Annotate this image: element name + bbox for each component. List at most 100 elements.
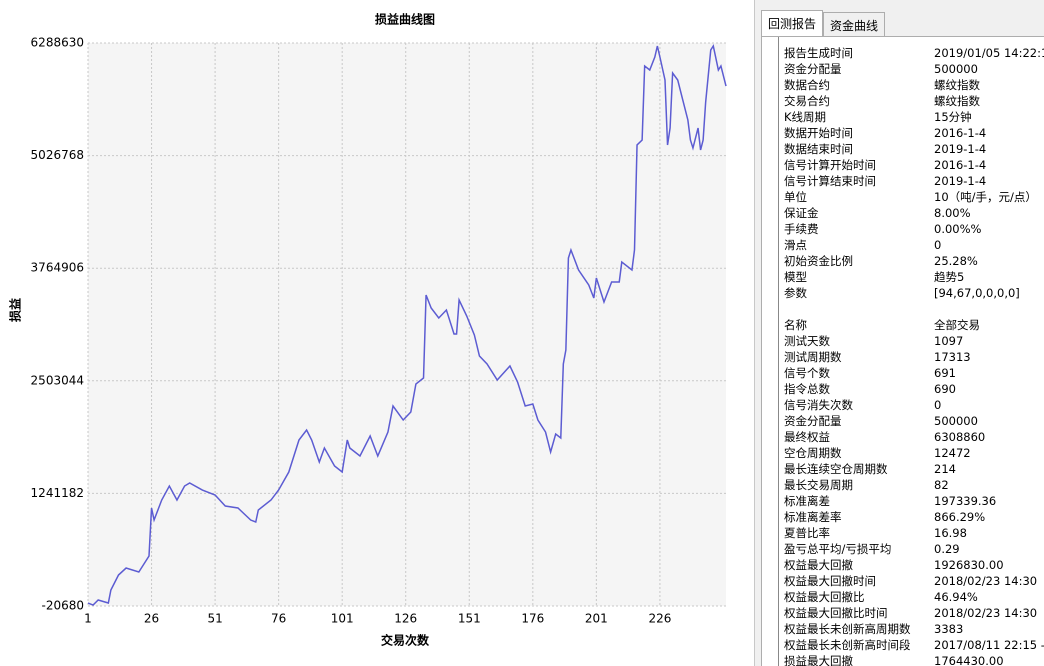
report-value: 690 — [934, 382, 956, 396]
y-tick-label: 6288630 — [31, 36, 84, 50]
report-panel: 回测报告 资金曲线 报告生成时间 2019/01/05 14:22:16 资金分配量… — [754, 0, 1044, 666]
report-key: 信号计算开始时间 — [784, 158, 876, 172]
report-row: 标准离差 197339.36 — [762, 493, 1044, 509]
report-row: 交易合约 螺纹指数 — [762, 93, 1044, 109]
y-tick-label: 1241182 — [31, 486, 84, 500]
plot-area — [88, 43, 726, 606]
report-row: 保证金 8.00% — [762, 205, 1044, 221]
report-value: 螺纹指数 — [934, 94, 980, 108]
report-row: 损益最大回撤 1764430.00 — [762, 653, 1044, 666]
report-key: 数据开始时间 — [784, 126, 853, 140]
report-key: K线周期 — [784, 110, 827, 124]
report-row: 报告生成时间 2019/01/05 14:22:16 — [762, 45, 1044, 61]
chart: 损益曲线图 交易次数 损益 -20680 1241182 2503044 376490… — [8, 12, 727, 648]
report-key: 信号个数 — [784, 366, 830, 380]
report-value: 46.94% — [934, 590, 978, 604]
report-key: 参数 — [784, 286, 807, 300]
x-tick-label: 1 — [84, 612, 92, 626]
chart-title: 损益曲线图 — [375, 12, 435, 27]
report-key: 权益最大回撤比 — [784, 590, 865, 604]
report-value: 1097 — [934, 334, 964, 348]
report-key: 资金分配量 — [784, 414, 842, 428]
report-row: 权益最大回撤比 46.94% — [762, 589, 1044, 605]
report-row: 测试天数 1097 — [762, 333, 1044, 349]
report-value: 2019-1-4 — [934, 174, 987, 188]
report-row: 信号消失次数 0 — [762, 397, 1044, 413]
report-value: 2017/08/11 22:15 - — [934, 638, 1044, 652]
report-key: 信号消失次数 — [784, 398, 853, 412]
report-value: 197339.36 — [934, 494, 997, 508]
report-value: 2016-1-4 — [934, 158, 987, 172]
report-key: 滑点 — [784, 238, 807, 252]
report-row: 标准离差率 866.29% — [762, 509, 1044, 525]
report-row: 权益最大回撤比时间 2018/02/23 14:30 — [762, 605, 1044, 621]
report-key: 信号计算结束时间 — [784, 174, 876, 188]
report-value: 2019-1-4 — [934, 142, 987, 156]
report-row: 最终权益 6308860 — [762, 429, 1044, 445]
x-tick-label: 26 — [144, 612, 159, 626]
report-row: 名称 全部交易 — [762, 317, 1044, 333]
report-value: 500000 — [934, 414, 978, 428]
report-value: 3383 — [934, 622, 964, 636]
report-row: 权益最长未创新高周期数 3383 — [762, 621, 1044, 637]
y-tick-label: -20680 — [41, 599, 84, 613]
tab[interactable]: 资金曲线 — [823, 12, 886, 36]
report-value: 17313 — [934, 350, 971, 364]
y-tick-label: 2503044 — [31, 373, 84, 387]
report-key: 权益最长未创新高周期数 — [784, 622, 911, 636]
report-key: 最长连续空仓周期数 — [784, 462, 888, 476]
report-row: 数据开始时间 2016-1-4 — [762, 125, 1044, 141]
report-key: 最长交易周期 — [784, 478, 853, 492]
report-row: 最长连续空仓周期数 214 — [762, 461, 1044, 477]
report-value: 25.28% — [934, 254, 978, 268]
report-value: 0.00%% — [934, 222, 982, 236]
report-row: 参数 [94,67,0,0,0,0] — [762, 285, 1044, 301]
report-value: [94,67,0,0,0,0] — [934, 286, 1020, 300]
report-value: 8.00% — [934, 206, 971, 220]
report-row: 初始资金比例 25.28% — [762, 253, 1044, 269]
report-value: 691 — [934, 366, 956, 380]
report-row: 资金分配量 500000 — [762, 413, 1044, 429]
report-value: 866.29% — [934, 510, 986, 524]
report-key: 模型 — [784, 270, 807, 284]
report-row: 信号计算开始时间 2016-1-4 — [762, 157, 1044, 173]
report-row: 最长交易周期 82 — [762, 477, 1044, 493]
report-table: 报告生成时间 2019/01/05 14:22:16 资金分配量 500000 数据合约… — [761, 36, 1044, 666]
report-key: 标准离差率 — [784, 510, 842, 524]
report-value: 10（吨/手，元/点） — [934, 190, 1037, 204]
report-row: K线周期 15分钟 — [762, 109, 1044, 125]
report-key: 交易合约 — [784, 94, 830, 108]
report-key: 指令总数 — [784, 382, 830, 396]
x-axis-label: 交易次数 — [381, 633, 430, 648]
report-key: 数据结束时间 — [784, 142, 853, 156]
report-key: 盈亏总平均/亏损平均 — [784, 542, 892, 556]
report-row: 数据合约 螺纹指数 — [762, 77, 1044, 93]
tab[interactable]: 回测报告 — [761, 10, 824, 36]
report-value: 12472 — [934, 446, 971, 460]
report-key: 测试周期数 — [784, 350, 842, 364]
report-value: 0 — [934, 238, 942, 252]
y-tick-label: 5026768 — [31, 148, 84, 162]
y-axis-label: 损益 — [8, 298, 23, 322]
report-value: 16.98 — [934, 526, 967, 540]
report-row: 权益最大回撤 1926830.00 — [762, 557, 1044, 573]
spacer — [762, 301, 1044, 317]
report-key: 最终权益 — [784, 430, 830, 444]
report-value: 0.29 — [934, 542, 960, 556]
report-value: 82 — [934, 478, 949, 492]
report-row: 数据结束时间 2019-1-4 — [762, 141, 1044, 157]
report-value: 趋势5 — [934, 270, 965, 284]
report-key: 空仓周期数 — [784, 446, 842, 460]
report-value: 2019/01/05 14:22:16 — [934, 46, 1044, 60]
report-value: 15分钟 — [934, 110, 972, 124]
report-value: 1926830.00 — [934, 558, 1004, 572]
report-key: 权益最大回撤时间 — [784, 574, 876, 588]
report-row: 手续费 0.00%% — [762, 221, 1044, 237]
report-value: 2016-1-4 — [934, 126, 987, 140]
report-value: 2018/02/23 14:30 — [934, 574, 1038, 588]
x-tick-label: 101 — [331, 612, 354, 626]
report-row: 信号个数 691 — [762, 365, 1044, 381]
report-value: 6308860 — [934, 430, 986, 444]
report-row: 夏普比率 16.98 — [762, 525, 1044, 541]
